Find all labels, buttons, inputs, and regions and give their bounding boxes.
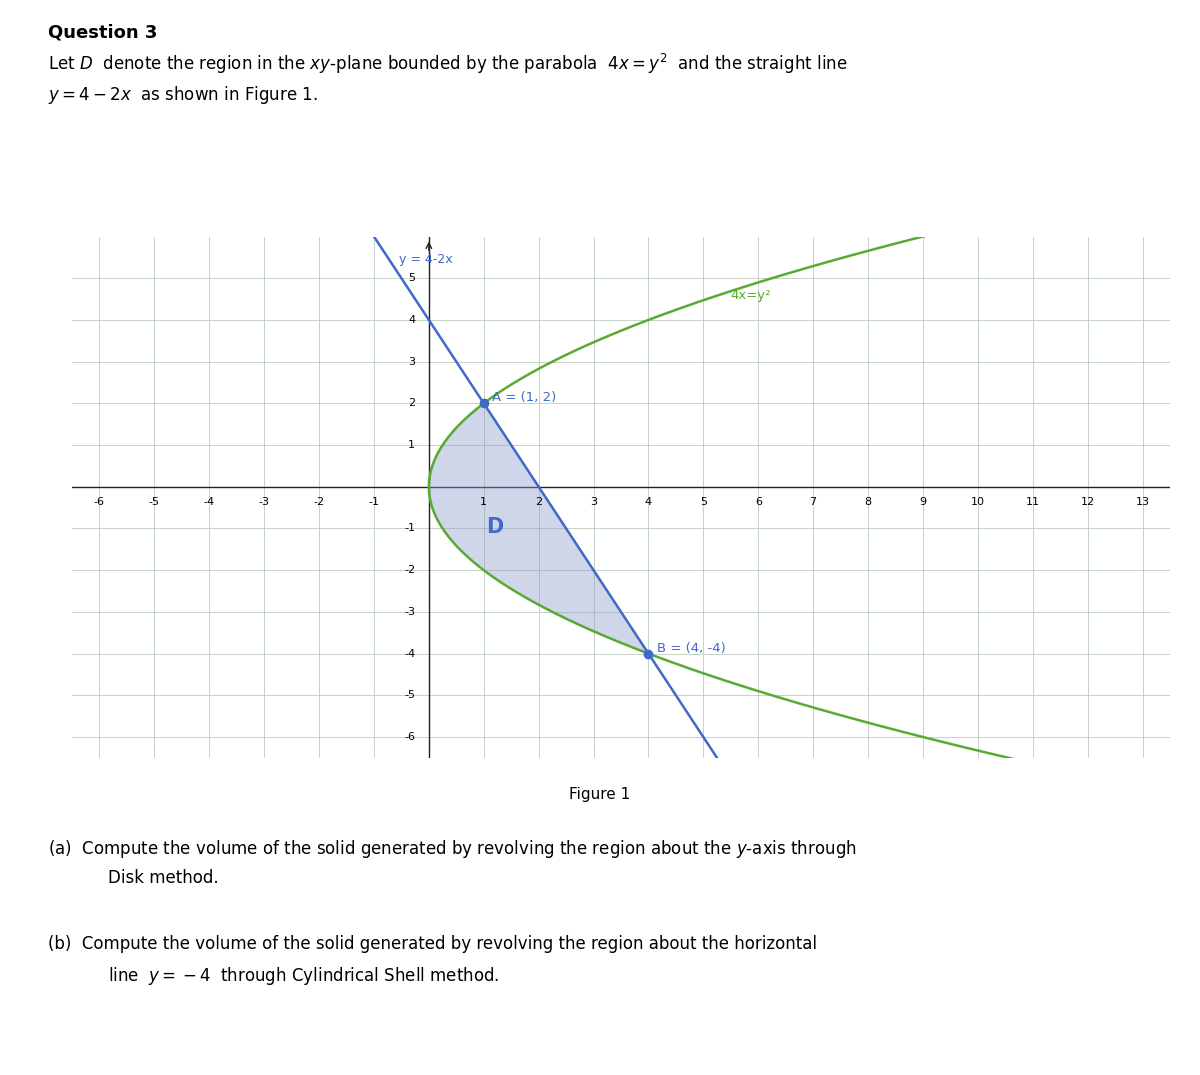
Text: -4: -4 [204,497,215,507]
Text: -2: -2 [313,497,325,507]
Text: 5: 5 [700,497,707,507]
Text: 3: 3 [590,497,598,507]
Text: line  $y = -4$  through Cylindrical Shell method.: line $y = -4$ through Cylindrical Shell … [108,965,499,987]
Text: y = 4-2x: y = 4-2x [398,253,452,266]
Text: $y = 4-2x$  as shown in Figure 1.: $y = 4-2x$ as shown in Figure 1. [48,84,318,105]
Text: 4x=y²: 4x=y² [731,289,772,302]
Text: Let $D$  denote the region in the $xy$-plane bounded by the parabola  $4x = y^2$: Let $D$ denote the region in the $xy$-pl… [48,52,847,75]
Text: 9: 9 [919,497,926,507]
Text: (a)  Compute the volume of the solid generated by revolving the region about the: (a) Compute the volume of the solid gene… [48,838,857,860]
Text: Question 3: Question 3 [48,24,157,42]
Text: 6: 6 [755,497,762,507]
Text: A = (1, 2): A = (1, 2) [492,391,557,404]
Text: 1: 1 [480,497,487,507]
Text: 13: 13 [1135,497,1150,507]
Text: -6: -6 [404,732,415,742]
Text: 1: 1 [408,440,415,450]
Text: D: D [486,517,504,536]
Text: 2: 2 [535,497,542,507]
Text: 10: 10 [971,497,985,507]
Text: 8: 8 [864,497,871,507]
Text: (b)  Compute the volume of the solid generated by revolving the region about the: (b) Compute the volume of the solid gene… [48,935,817,954]
Text: 5: 5 [408,273,415,283]
Text: -3: -3 [259,497,270,507]
Text: 3: 3 [408,357,415,367]
Text: 2: 2 [408,399,415,408]
Text: Figure 1: Figure 1 [569,787,631,802]
Text: -5: -5 [149,497,160,507]
Text: -6: -6 [94,497,104,507]
Text: 12: 12 [1080,497,1094,507]
Text: -4: -4 [404,648,415,659]
Text: -1: -1 [404,524,415,533]
Text: -5: -5 [404,690,415,700]
Text: 7: 7 [810,497,817,507]
Text: B = (4, -4): B = (4, -4) [656,642,726,655]
Text: Disk method.: Disk method. [108,869,218,887]
Text: 11: 11 [1026,497,1039,507]
Text: -2: -2 [404,565,415,575]
Text: 4: 4 [644,497,652,507]
Text: 4: 4 [408,315,415,325]
Text: -1: -1 [368,497,379,507]
Text: -3: -3 [404,607,415,617]
